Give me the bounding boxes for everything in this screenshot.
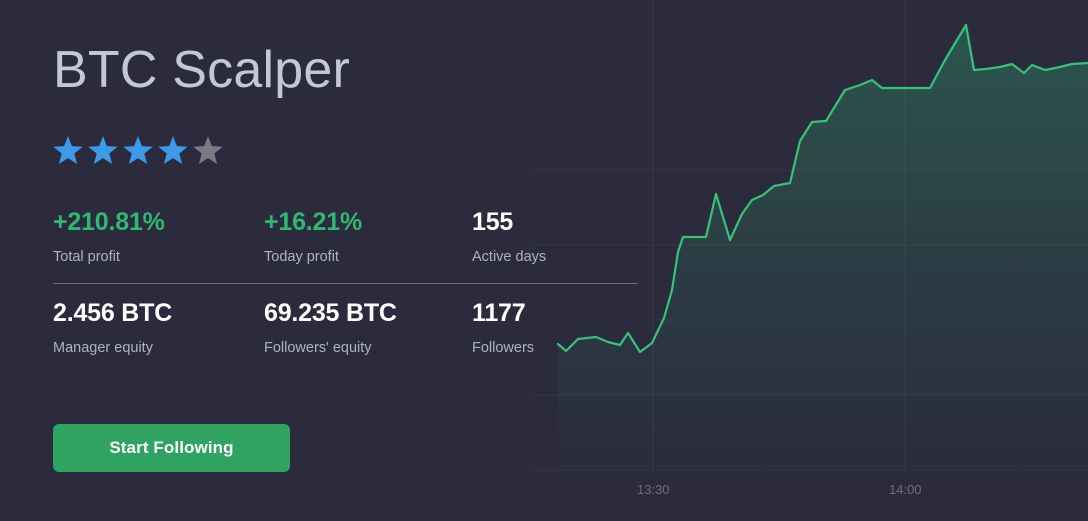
stat-label: Total profit xyxy=(53,249,120,265)
stat-label: Followers' equity xyxy=(264,340,372,356)
stats-row-primary: +210.81% Total profit +16.21% Today profit 1… xyxy=(53,207,672,266)
stat-value: +210.81% xyxy=(53,208,165,236)
stat-cell: 155 Active days xyxy=(472,207,672,266)
x-axis-tick-label: 14:00 xyxy=(889,482,922,497)
star-filled-icon[interactable] xyxy=(121,134,155,168)
stat-label: Today profit xyxy=(264,249,339,265)
star-filled-icon[interactable] xyxy=(156,134,190,168)
stats-row-secondary: 2.456 BTC Manager equity 69.235 BTC Followe… xyxy=(53,298,672,357)
stat-value: 155 xyxy=(472,208,514,236)
stat-cell: +16.21% Today profit xyxy=(264,207,472,266)
chart-area-fill xyxy=(558,25,1088,472)
stat-value: 69.235 BTC xyxy=(264,299,397,327)
star-filled-icon[interactable] xyxy=(51,134,85,168)
stat-label: Followers xyxy=(472,340,535,356)
stat-label: Manager equity xyxy=(53,340,153,356)
chart-line xyxy=(556,23,1088,354)
page-title: BTC Scalper xyxy=(53,41,350,99)
stat-value: +16.21% xyxy=(264,208,362,236)
x-axis-tick-label: 13:30 xyxy=(637,482,670,497)
stat-value: 1177 xyxy=(472,299,526,327)
stats-divider xyxy=(53,283,638,284)
stat-cell: 1177 Followers xyxy=(472,298,672,357)
info-panel: BTC Scalper +210.81% Total profit +16.21% T… xyxy=(51,41,638,472)
star-filled-icon[interactable] xyxy=(86,134,120,168)
stat-cell: 69.235 BTC Followers' equity xyxy=(264,298,472,357)
start-following-button[interactable]: Start Following xyxy=(53,424,290,472)
star-empty-icon[interactable] xyxy=(191,134,225,168)
star-rating[interactable] xyxy=(51,134,225,168)
stat-label: Active days xyxy=(472,249,547,265)
stat-value: 2.456 BTC xyxy=(53,299,173,327)
stat-cell: 2.456 BTC Manager equity xyxy=(53,298,264,357)
stat-cell: +210.81% Total profit xyxy=(53,207,264,266)
